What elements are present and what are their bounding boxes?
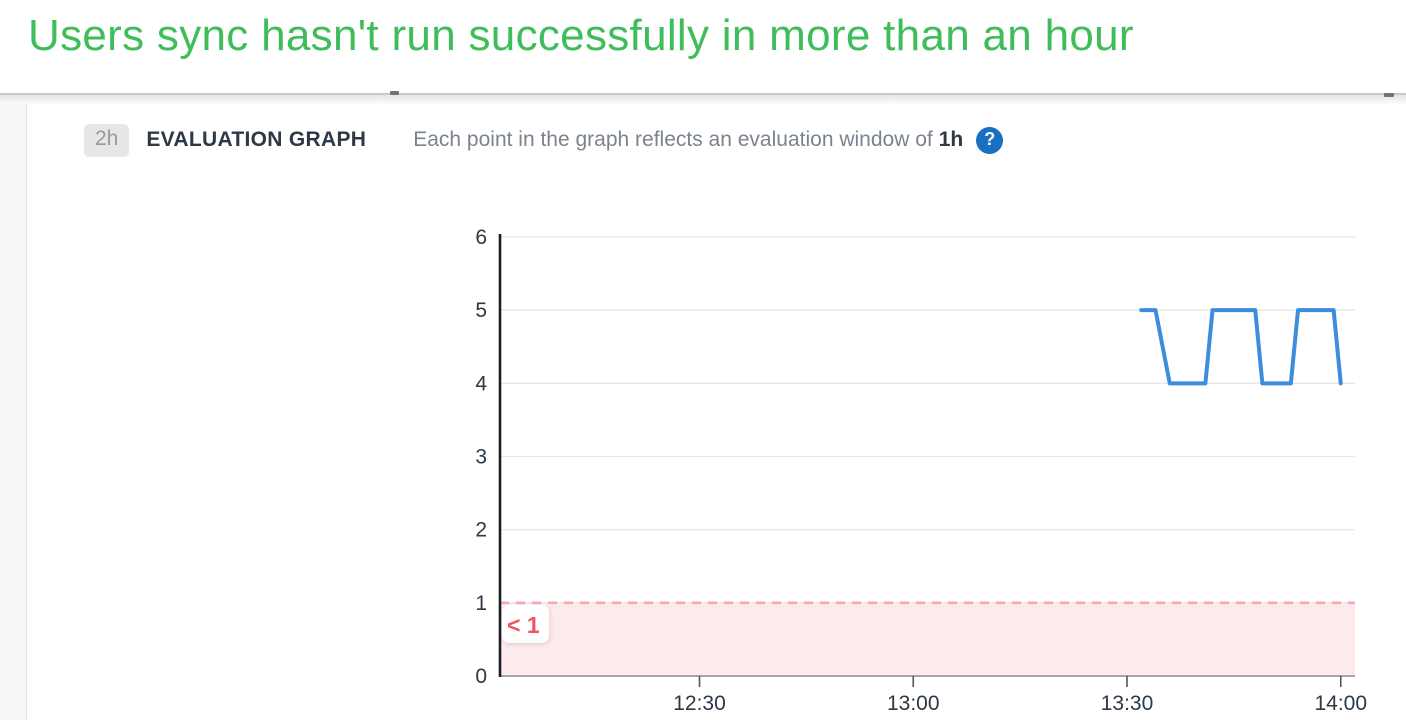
threshold-label: < 1 — [507, 612, 540, 638]
header-divider-shadow — [0, 95, 1406, 104]
monitor-title: Users sync hasn't run successfully in mo… — [28, 11, 1134, 60]
evaluation-description: Each point in the graph reflects an eval… — [413, 128, 963, 152]
header-divider — [0, 93, 1406, 95]
scrollbar-thumb-top[interactable] — [1384, 93, 1394, 97]
evaluation-description-text: Each point in the graph reflects an eval… — [413, 128, 933, 151]
y-axis-label: 6 — [475, 226, 487, 249]
x-axis-label: 14:00 — [1314, 692, 1367, 715]
x-axis-label: 13:00 — [887, 692, 940, 715]
left-rail — [0, 95, 27, 720]
y-axis-label: 5 — [475, 299, 487, 322]
help-icon[interactable]: ? — [976, 126, 1004, 154]
series-line-evaluation-points[interactable] — [1139, 308, 1343, 386]
evaluation-meta-row: 2h EVALUATION GRAPH Each point in the gr… — [84, 121, 1004, 159]
evaluation-window-value: 1h — [938, 128, 964, 151]
evaluation-graph-title: EVALUATION GRAPH — [146, 128, 367, 151]
x-axis-label: 12:30 — [673, 692, 726, 715]
evaluation-window-badge: 2h — [84, 123, 130, 157]
threshold-label-chip — [502, 604, 549, 643]
y-axis-label: 4 — [475, 372, 487, 395]
y-axis-label: 1 — [475, 592, 487, 615]
monitor-title-bar: Users sync hasn't run successfully in mo… — [0, 0, 1406, 93]
cutoff-element-artifact — [390, 91, 399, 95]
y-axis-label: 3 — [475, 446, 487, 469]
y-axis-label: 0 — [475, 665, 487, 688]
x-axis-label: 13:30 — [1101, 692, 1154, 715]
y-axis-label: 2 — [475, 519, 487, 542]
threshold-zone — [501, 602, 1355, 676]
